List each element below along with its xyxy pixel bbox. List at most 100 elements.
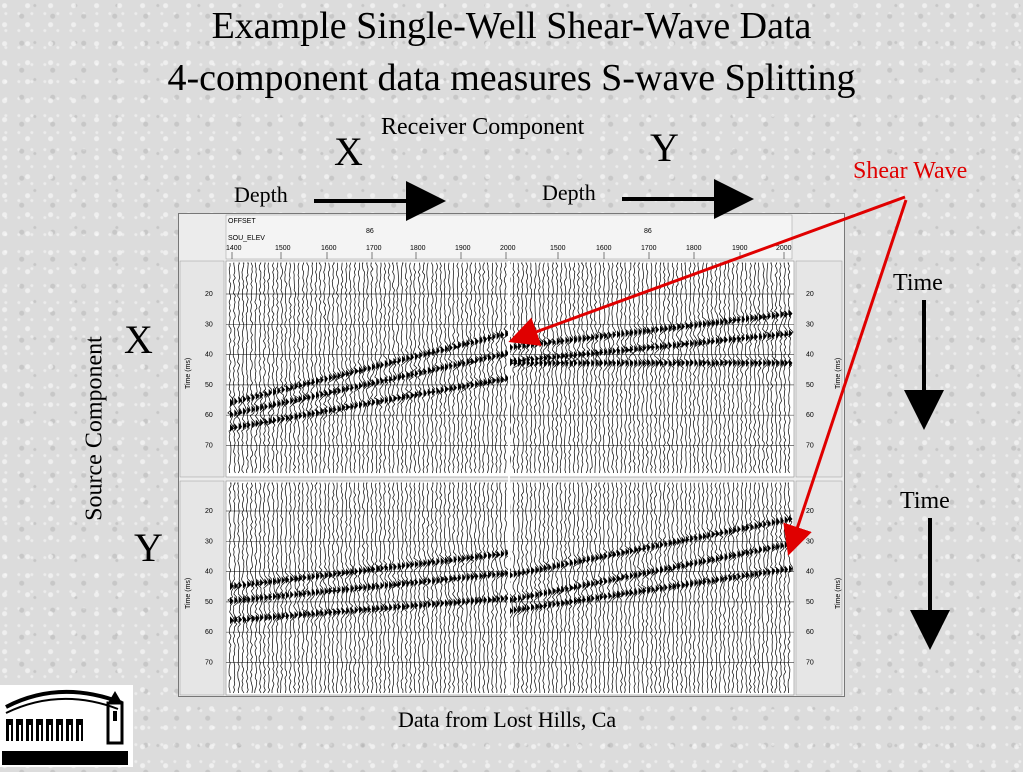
seismic-trace-fill	[543, 589, 548, 597]
seismic-trace-fill	[720, 336, 724, 345]
seismic-trace-fill	[660, 325, 664, 334]
seismic-trace-fill	[466, 597, 470, 606]
seismic-trace-fill	[432, 348, 436, 356]
depth-tick-label: 1500	[550, 245, 566, 252]
seismic-trace	[257, 262, 266, 474]
time-tick-label: 70	[806, 660, 814, 667]
seismic-trace	[353, 262, 360, 474]
time-tick-label: 20	[205, 291, 213, 298]
seismic-trace-fill	[728, 573, 733, 582]
source-y-label: Y	[134, 525, 163, 570]
seismic-trace-fill	[341, 370, 346, 379]
seismic-trace-fill	[350, 606, 354, 615]
seismic-trace	[713, 262, 721, 474]
seismic-trace-fill	[419, 390, 423, 398]
seismic-trace-fill	[776, 517, 780, 526]
seismic-trace-fill	[707, 337, 711, 346]
seismic-trace-fill	[634, 571, 638, 579]
seismic-trace-fill	[733, 573, 737, 582]
seismic-trace-fill	[574, 597, 578, 605]
seismic-trace	[231, 262, 239, 474]
seismic-trace	[786, 262, 794, 474]
seismic-trace-fill	[505, 569, 509, 578]
seismic-trace	[721, 482, 729, 694]
seismic-trace-fill	[397, 356, 402, 365]
seismic-trace	[658, 262, 665, 474]
seismic-trace	[430, 262, 437, 474]
seismic-trace-fill	[707, 319, 711, 328]
seismic-trace	[576, 262, 583, 474]
seismic-trace-fill	[522, 604, 526, 613]
seismic-trace-fill	[685, 580, 690, 589]
seismic-trace	[602, 262, 609, 474]
seismic-trace-fill	[677, 359, 681, 367]
seismic-trace	[538, 262, 547, 474]
seismic-trace	[292, 482, 299, 694]
depth-label-left: Depth	[234, 182, 288, 207]
seismic-trace	[529, 482, 535, 694]
seismic-trace	[257, 482, 266, 694]
seismic-trace-fill	[496, 570, 501, 579]
time-tick-label: 40	[205, 352, 213, 359]
seismic-trace-fill	[462, 597, 466, 606]
seismic-trace	[515, 262, 526, 474]
seismic-trace-fill	[552, 562, 556, 571]
seismic-trace-fill	[548, 588, 552, 597]
seismic-trace-fill	[647, 568, 651, 577]
seismic-trace	[296, 262, 303, 474]
seismic-trace	[495, 262, 502, 474]
seismic-trace-fill	[741, 334, 746, 343]
seismic-trace	[399, 262, 406, 474]
seismic-trace-fill	[578, 596, 582, 605]
seismic-trace-fill	[466, 573, 470, 582]
seismic-trace	[486, 482, 493, 694]
seismic-trace	[619, 262, 627, 474]
time-tick-label: 50	[205, 382, 213, 389]
seismic-trace-fill	[647, 586, 651, 594]
seismic-trace	[339, 482, 347, 694]
time-tick-label: 50	[205, 599, 213, 606]
seismic-trace-fill	[561, 359, 565, 367]
seismic-trace	[489, 262, 497, 474]
seismic-trace-fill	[715, 318, 720, 327]
seismic-trace	[667, 482, 674, 694]
seismic-trace	[700, 482, 707, 694]
seismic-trace	[739, 262, 745, 474]
shear-wave-arrow-lower	[783, 199, 908, 556]
seismic-trace-fill	[457, 574, 462, 582]
seismic-trace-fill	[698, 558, 703, 567]
seismic-trace-fill	[767, 568, 771, 576]
seismic-trace-fill	[475, 596, 479, 605]
seismic-trace	[330, 482, 339, 694]
seismic-trace-fill	[470, 553, 475, 562]
seismic-trace-fill	[320, 375, 324, 384]
seismic-trace-fill	[548, 353, 552, 362]
seismic-trace-fill	[423, 577, 427, 586]
seismic-trace	[274, 262, 283, 473]
seismic-trace-fill	[776, 311, 780, 320]
seismic-trace	[249, 262, 256, 474]
seismic-trace-fill	[720, 317, 724, 326]
seismic-trace-fill	[694, 321, 698, 329]
depth-tick-label: 1900	[455, 245, 471, 252]
seismic-trace-fill	[445, 556, 449, 565]
seismic-trace-fill	[470, 338, 475, 347]
time-tick-label: 20	[806, 508, 814, 515]
seismic-trace	[678, 262, 687, 474]
seismic-trace-fill	[324, 374, 329, 383]
header-sou-elev: SOU_ELEV	[228, 235, 265, 242]
seismic-trace-fill	[617, 346, 621, 355]
time-tick-label: 30	[806, 321, 814, 328]
seismic-trace-fill	[578, 359, 582, 367]
seismic-trace	[602, 482, 608, 694]
seismic-trace-fill	[741, 315, 746, 324]
header-offset: OFFSET	[228, 218, 256, 225]
seismic-trace-fill	[565, 359, 569, 367]
seismic-trace-fill	[423, 367, 427, 376]
seismic-trace-fill	[389, 395, 393, 404]
seismic-trace	[240, 262, 247, 474]
seismic-trace-fill	[763, 520, 767, 529]
seismic-trace-fill	[414, 390, 419, 399]
seismic-trace-fill	[780, 566, 784, 574]
seismic-trace-fill	[668, 582, 673, 591]
